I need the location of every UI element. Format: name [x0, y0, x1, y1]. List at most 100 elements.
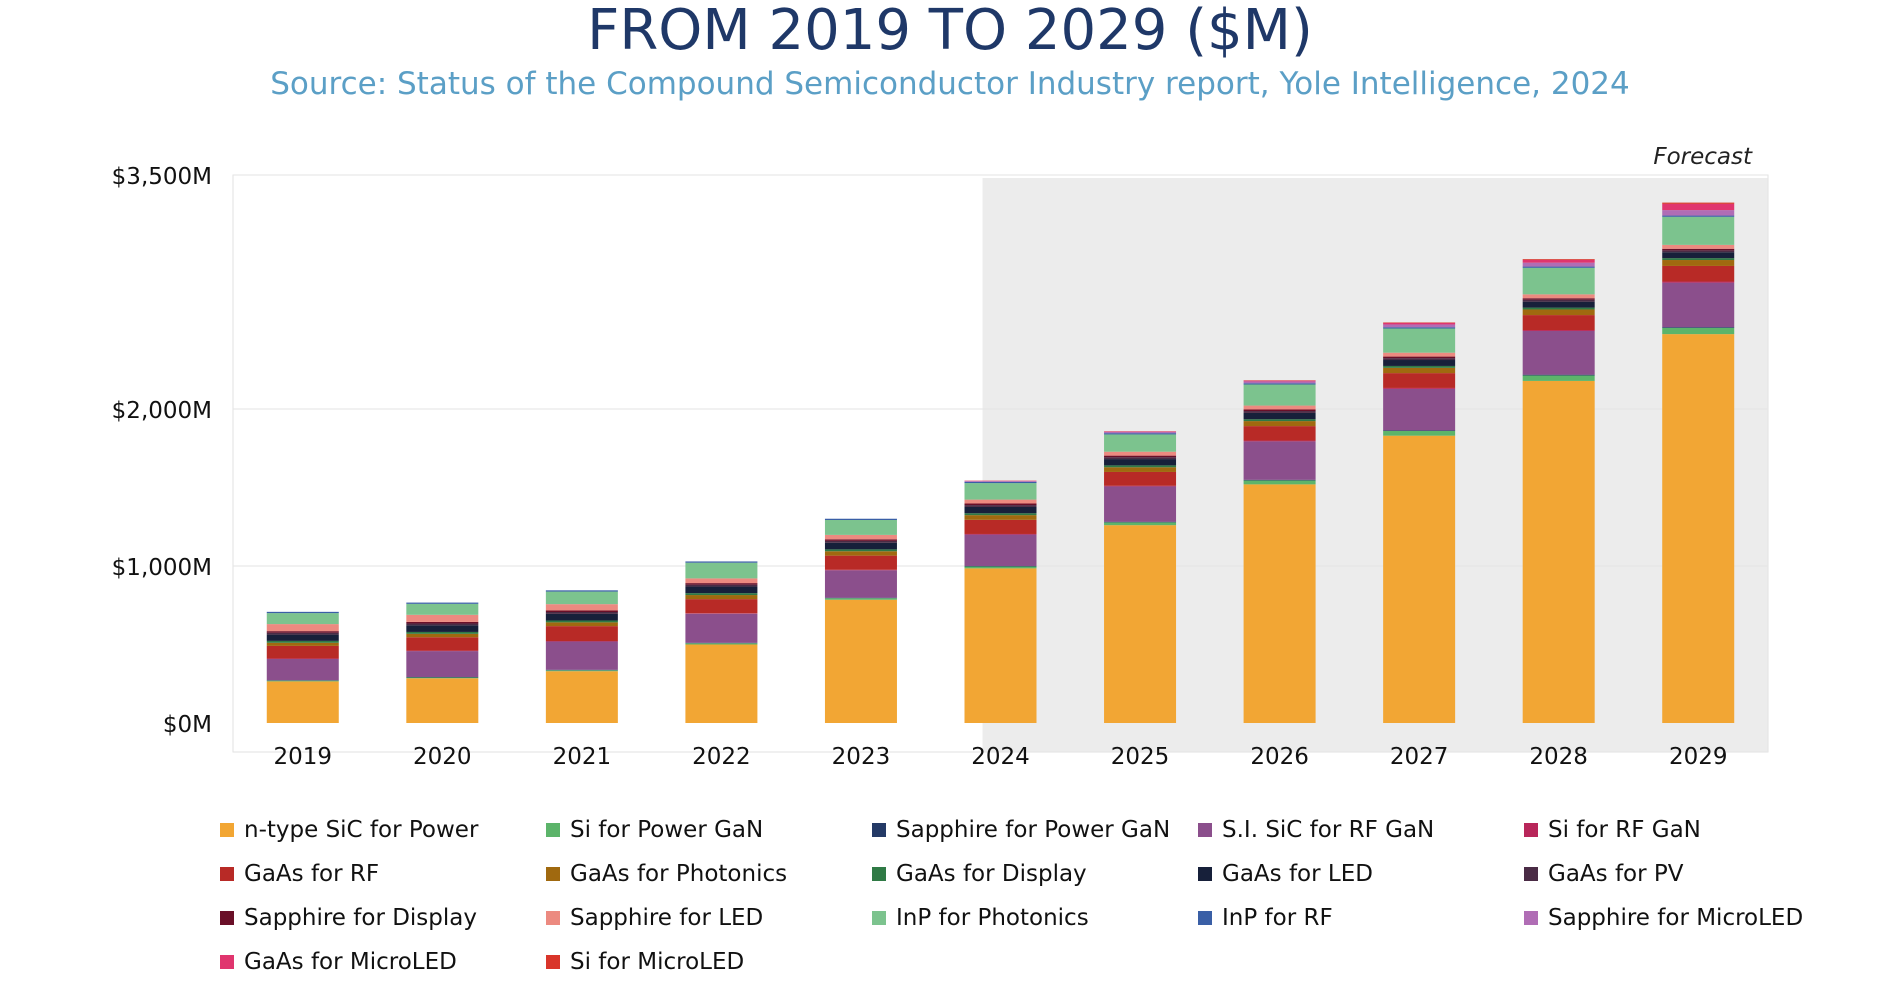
bar-segment: [266, 645, 339, 659]
legend-item: Sapphire for Display: [220, 896, 546, 940]
bar-segment: [1104, 522, 1177, 526]
bar-segment: [824, 598, 897, 600]
bar-segment: [545, 622, 618, 627]
bar-segment: [1522, 299, 1595, 302]
bar-segment: [266, 640, 339, 643]
bar-segment: [824, 551, 897, 556]
x-tick-label: 2021: [553, 744, 612, 770]
legend-label: Sapphire for Display: [244, 905, 477, 931]
forecast-layer: [982, 178, 1768, 752]
bar-segment: [406, 637, 479, 651]
legend-label: GaAs for RF: [244, 861, 380, 887]
legend-item: Si for MicroLED: [546, 940, 872, 984]
bar-segment: [1662, 202, 1735, 204]
bar-segment: [266, 613, 339, 625]
bar-segment: [685, 584, 758, 587]
bar-segment: [1383, 358, 1456, 361]
bar-segment: [1662, 248, 1735, 251]
bar-segment: [685, 578, 758, 584]
legend-swatch: [1198, 911, 1212, 925]
bar-segment: [1522, 330, 1595, 331]
bar-segment: [824, 519, 897, 535]
bar-segment: [1522, 259, 1595, 260]
bar-segment: [964, 513, 1037, 516]
legend-swatch: [1524, 867, 1538, 881]
bar-segment: [1522, 380, 1595, 723]
bar-segment: [685, 595, 758, 600]
bar-segment: [1243, 409, 1316, 412]
bar-segment: [964, 503, 1037, 506]
bar-segment: [406, 602, 479, 604]
bar-segment: [1522, 267, 1595, 295]
bar-segment: [1383, 435, 1456, 723]
bars-layer: [266, 202, 1735, 723]
bar-segment: [964, 499, 1037, 504]
bar-segment: [406, 633, 479, 638]
bar-segment: [1383, 430, 1456, 431]
bar-segment: [824, 549, 897, 552]
bar-segment: [1662, 244, 1735, 249]
bar-segment: [964, 515, 1037, 520]
bar-segment: [1662, 281, 1735, 283]
forecast-region: [982, 178, 1768, 752]
bar-segment: [545, 590, 618, 592]
bar-segment: [406, 631, 479, 634]
bar-segment: [545, 671, 618, 723]
legend-swatch: [872, 911, 886, 925]
chart-subtitle: Source: Status of the Compound Semicondu…: [270, 66, 1630, 102]
legend-swatch: [1524, 823, 1538, 837]
bar-segment: [1522, 262, 1595, 267]
bar-segment: [406, 621, 479, 624]
legend-swatch: [220, 823, 234, 837]
bar-segment: [1243, 421, 1316, 427]
legend-item: GaAs for RF: [220, 852, 546, 896]
bar-segment: [1104, 486, 1177, 522]
legend-label: Si for RF GaN: [1548, 817, 1701, 843]
bar-segment: [406, 678, 479, 723]
bar-segment: [545, 591, 618, 605]
bar-segment: [545, 626, 618, 642]
x-tick-label: 2022: [692, 744, 751, 770]
bar-segment: [1662, 258, 1735, 261]
legend-swatch: [1198, 867, 1212, 881]
legend-label: GaAs for Display: [896, 861, 1087, 887]
bar-segment: [685, 599, 758, 614]
bar-segment: [1522, 315, 1595, 331]
bar-segment: [1104, 465, 1177, 468]
legend-swatch: [872, 867, 886, 881]
bar-segment: [824, 570, 897, 598]
legend-item: Si for Power GaN: [546, 808, 872, 852]
legend-item: GaAs for Display: [872, 852, 1198, 896]
bar-segment: [964, 568, 1037, 723]
bar-segment: [824, 540, 897, 543]
forecast-label: Forecast: [1653, 144, 1753, 170]
legend-swatch: [220, 955, 234, 969]
bar-segment: [545, 641, 618, 670]
legend-item: GaAs for PV: [1524, 852, 1850, 896]
bar-segment: [1243, 405, 1316, 410]
legend-swatch: [546, 823, 560, 837]
bar-segment: [1104, 459, 1177, 466]
bar-segment: [1243, 381, 1316, 384]
bar-segment: [1383, 373, 1456, 388]
bar-segment: [1383, 367, 1456, 374]
bar-segment: [1522, 294, 1595, 299]
bar-segment: [1243, 412, 1316, 420]
bar-segment: [1662, 210, 1735, 216]
bar-segment: [1383, 365, 1456, 368]
legend-label: GaAs for Photonics: [570, 861, 788, 887]
bar-segment: [1662, 203, 1735, 211]
bar-segment: [1662, 250, 1735, 253]
bar-segment: [1104, 434, 1177, 452]
bar-segment: [964, 481, 1037, 482]
bar-segment: [1104, 467, 1177, 472]
x-tick-label: 2024: [971, 744, 1030, 770]
bar-segment: [1383, 328, 1456, 353]
bar-segment: [1243, 384, 1316, 406]
bar-segment: [824, 518, 897, 520]
bar-segment: [1243, 380, 1316, 382]
x-tick-label: 2019: [273, 744, 332, 770]
bar-segment: [266, 632, 339, 635]
bar-segment: [266, 642, 339, 646]
